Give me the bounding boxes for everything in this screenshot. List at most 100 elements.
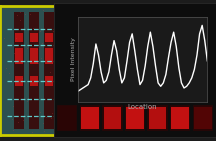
Point <box>11 129 15 131</box>
Point <box>41 41 44 44</box>
Bar <box>193 105 213 131</box>
Point <box>41 9 45 11</box>
Point <box>78 5 82 8</box>
Point <box>108 94 112 96</box>
Bar <box>90 76 98 86</box>
Point <box>135 70 139 72</box>
Bar <box>45 33 53 42</box>
Point <box>111 86 115 88</box>
Point <box>115 15 119 18</box>
Point <box>50 62 54 65</box>
Point <box>41 122 44 124</box>
Point <box>4 67 8 69</box>
Bar <box>60 76 68 86</box>
Point <box>26 100 29 102</box>
Point <box>65 49 68 51</box>
Bar <box>60 49 68 64</box>
Bar <box>15 49 23 64</box>
Point <box>125 121 129 123</box>
Bar <box>30 49 38 64</box>
Point <box>40 57 43 59</box>
Bar <box>30 76 38 86</box>
Bar <box>119 12 129 129</box>
Point <box>27 80 30 82</box>
Bar <box>126 107 144 129</box>
Bar <box>90 49 98 64</box>
Bar <box>105 33 113 42</box>
Y-axis label: Pixel Intensity: Pixel Intensity <box>71 37 76 81</box>
Point <box>16 98 20 100</box>
Bar <box>170 105 190 131</box>
Point <box>18 11 21 13</box>
Point <box>61 108 64 111</box>
Point <box>109 115 112 118</box>
Point <box>105 74 108 76</box>
Point <box>36 48 39 50</box>
Point <box>56 103 59 105</box>
Point <box>60 58 64 60</box>
Point <box>25 47 28 49</box>
Point <box>30 40 33 42</box>
Point <box>105 92 109 94</box>
Bar <box>45 49 53 64</box>
Point <box>99 14 102 16</box>
Point <box>94 131 98 134</box>
Bar <box>57 105 77 131</box>
Point <box>79 57 83 59</box>
Point <box>76 10 79 12</box>
Point <box>64 18 68 21</box>
Point <box>22 116 25 118</box>
Bar <box>121 49 128 64</box>
Point <box>63 78 66 80</box>
Point <box>97 104 100 107</box>
Point <box>39 29 42 32</box>
Bar <box>149 107 166 129</box>
Point <box>62 58 65 60</box>
Point <box>92 33 95 36</box>
Bar <box>121 76 128 86</box>
Bar <box>30 33 38 42</box>
Point <box>3 37 6 40</box>
Bar <box>194 107 211 129</box>
Point <box>92 13 95 15</box>
Bar <box>15 33 23 42</box>
Point <box>26 96 30 99</box>
Point <box>133 83 137 85</box>
Point <box>76 48 79 51</box>
Bar <box>14 12 24 129</box>
Bar <box>105 49 113 64</box>
Point <box>134 10 138 13</box>
Point <box>59 132 62 134</box>
Point <box>37 62 40 64</box>
Point <box>42 129 46 132</box>
Point <box>55 8 59 10</box>
Bar <box>75 76 83 86</box>
Bar <box>81 107 99 129</box>
Bar <box>59 12 69 129</box>
Point <box>77 86 80 88</box>
Point <box>11 118 14 120</box>
Point <box>108 97 111 99</box>
Point <box>30 131 34 134</box>
Point <box>96 80 100 82</box>
Point <box>113 69 116 71</box>
Bar <box>80 105 100 131</box>
Point <box>134 18 138 20</box>
Point <box>106 93 109 95</box>
Point <box>86 120 90 122</box>
Point <box>49 117 52 119</box>
Bar <box>45 76 53 86</box>
Point <box>44 116 48 118</box>
Point <box>20 44 23 46</box>
Point <box>100 117 103 119</box>
Point <box>92 35 96 37</box>
Point <box>60 100 63 103</box>
Point <box>87 124 91 126</box>
Point <box>28 13 32 15</box>
Point <box>63 46 67 49</box>
Point <box>23 13 27 16</box>
Point <box>126 95 129 97</box>
Point <box>94 93 98 95</box>
Bar <box>171 107 189 129</box>
Point <box>87 34 91 36</box>
